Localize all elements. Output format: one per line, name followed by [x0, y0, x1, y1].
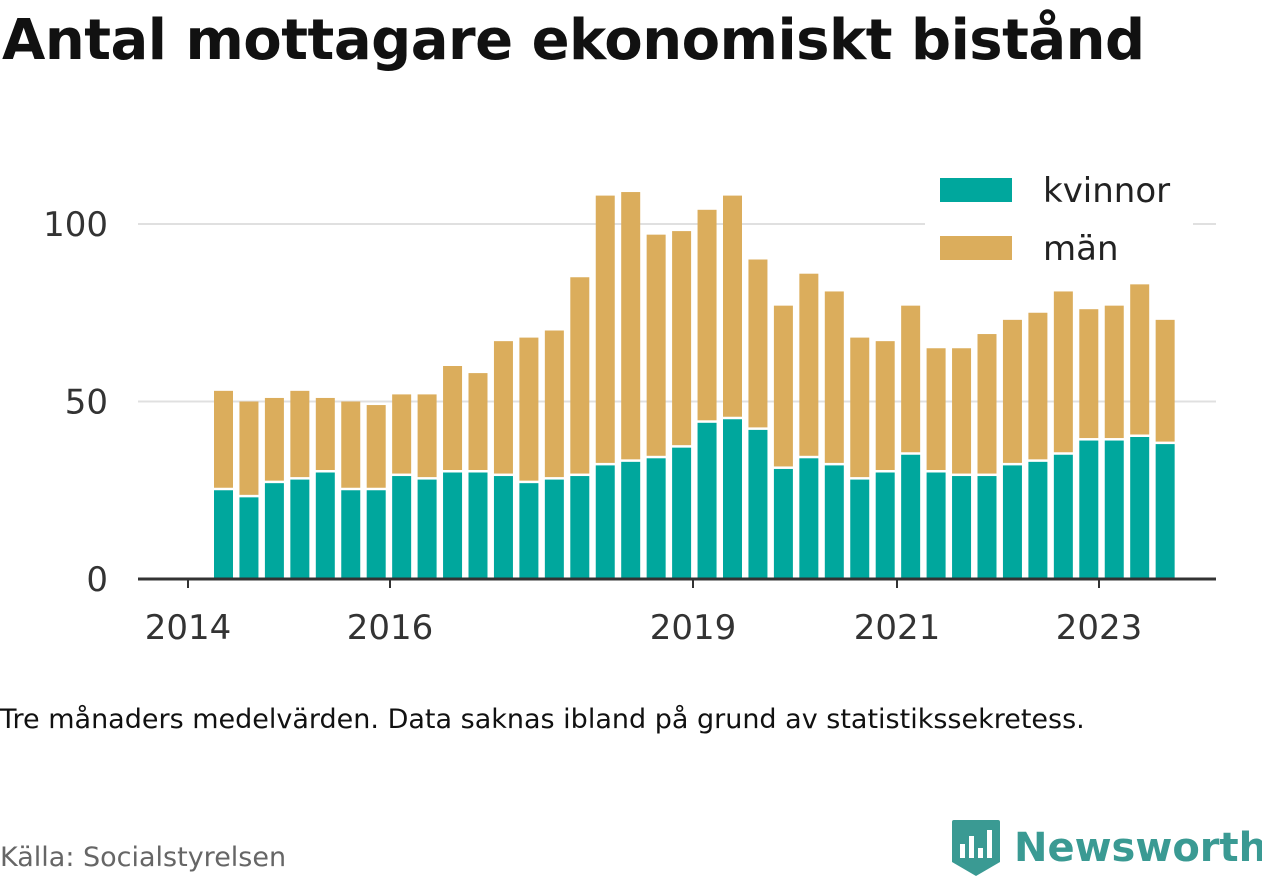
newsworthy-logo-icon — [952, 820, 1000, 876]
bar-kvinnor — [850, 479, 870, 579]
bar-man — [977, 334, 997, 474]
bar-kvinnor — [290, 479, 310, 579]
brand-logo: Newsworthy — [950, 818, 1262, 878]
legend: kvinnor män — [925, 164, 1193, 276]
bar-man — [214, 390, 233, 488]
bar-man — [646, 234, 666, 456]
bar-kvinnor — [341, 490, 361, 579]
bar-kvinnor — [1130, 437, 1150, 579]
bar-man — [1053, 291, 1073, 453]
bar-kvinnor — [646, 458, 666, 579]
bar-man — [315, 397, 335, 470]
y-tick-label: 50 — [65, 383, 108, 423]
bar-kvinnor — [799, 458, 819, 579]
bar-kvinnor — [1002, 465, 1022, 579]
bar-man — [773, 305, 793, 467]
bar-kvinnor — [214, 490, 233, 579]
bar-man — [824, 291, 844, 463]
bar-kvinnor — [417, 479, 437, 579]
bar-man — [799, 273, 819, 456]
legend-swatch-kvinnor — [940, 178, 1012, 202]
legend-label-kvinnor: kvinnor — [1043, 171, 1170, 211]
bar-kvinnor — [621, 461, 641, 579]
axes: 0 50 100 2014 2016 2019 2021 2023 — [43, 205, 1216, 648]
stacked-bar-chart: 0 50 100 2014 2016 2019 2021 2023 kvinnor män — [43, 164, 1216, 648]
bar-man — [748, 259, 768, 428]
bar-man — [239, 401, 259, 495]
bar-kvinnor — [697, 422, 717, 579]
bar-man — [1002, 319, 1022, 463]
bars — [214, 192, 1175, 579]
bar-kvinnor — [977, 476, 997, 579]
bar-kvinnor — [443, 472, 463, 579]
bar-kvinnor — [366, 490, 386, 579]
bar-man — [570, 277, 590, 474]
bar-kvinnor — [952, 476, 972, 579]
bar-man — [875, 341, 895, 470]
bar-kvinnor — [1155, 444, 1175, 579]
x-tick-label: 2019 — [650, 608, 737, 648]
bar-man — [417, 394, 437, 478]
bar-kvinnor — [595, 465, 615, 579]
bar-kvinnor — [1079, 440, 1099, 579]
bar-kvinnor — [723, 419, 742, 579]
x-tick-label: 2021 — [854, 608, 941, 648]
legend-swatch-man — [940, 236, 1012, 260]
x-tick-label: 2014 — [145, 608, 232, 648]
bar-kvinnor — [544, 479, 564, 579]
bar-kvinnor — [926, 472, 946, 579]
bar-man — [697, 209, 717, 421]
bar-man — [850, 337, 870, 478]
bar-kvinnor — [468, 472, 488, 579]
bar-man — [290, 390, 310, 478]
x-tick-label: 2023 — [1056, 608, 1143, 648]
bar-kvinnor — [570, 476, 590, 579]
y-tick-label: 100 — [43, 205, 108, 245]
brand-name: Newsworthy — [1014, 825, 1262, 871]
bar-man — [366, 405, 386, 488]
chart-note: Tre månaders medelvärden. Data saknas ib… — [0, 704, 1085, 735]
x-tick-label: 2016 — [347, 608, 434, 648]
bar-man — [1104, 305, 1124, 439]
bar-kvinnor — [901, 454, 921, 579]
source-text: Källa: Socialstyrelsen — [0, 842, 287, 873]
bar-kvinnor — [1053, 454, 1073, 579]
bar-man — [1079, 309, 1099, 439]
bar-man — [672, 231, 692, 446]
bar-man — [493, 341, 513, 474]
bar-man — [468, 373, 488, 470]
bar-kvinnor — [1028, 461, 1048, 579]
bar-man — [723, 195, 742, 417]
y-tick-label: 0 — [86, 560, 108, 600]
bar-kvinnor — [264, 483, 284, 579]
bar-man — [341, 401, 361, 488]
bar-kvinnor — [773, 468, 793, 579]
bar-kvinnor — [824, 465, 844, 579]
bar-kvinnor — [748, 429, 768, 579]
bar-man — [901, 305, 921, 453]
bar-kvinnor — [875, 472, 895, 579]
bar-man — [926, 348, 946, 470]
bar-man — [519, 337, 539, 481]
bar-man — [1130, 284, 1150, 435]
bar-man — [1155, 319, 1175, 442]
bar-man — [392, 394, 412, 474]
bar-man — [952, 348, 972, 474]
bar-man — [595, 195, 615, 463]
bar-kvinnor — [519, 483, 539, 579]
bar-kvinnor — [239, 497, 259, 579]
bar-man — [264, 397, 284, 481]
bar-kvinnor — [672, 447, 692, 579]
bar-man — [443, 366, 463, 470]
bar-kvinnor — [392, 476, 412, 579]
bar-kvinnor — [493, 476, 513, 579]
legend-label-man: män — [1043, 229, 1119, 269]
chart-title: Antal mottagare ekonomiskt bistånd — [2, 8, 1145, 73]
bar-man — [1028, 312, 1048, 460]
bar-man — [621, 192, 641, 460]
bar-man — [544, 330, 564, 478]
bar-kvinnor — [315, 472, 335, 579]
bar-kvinnor — [1104, 440, 1124, 579]
